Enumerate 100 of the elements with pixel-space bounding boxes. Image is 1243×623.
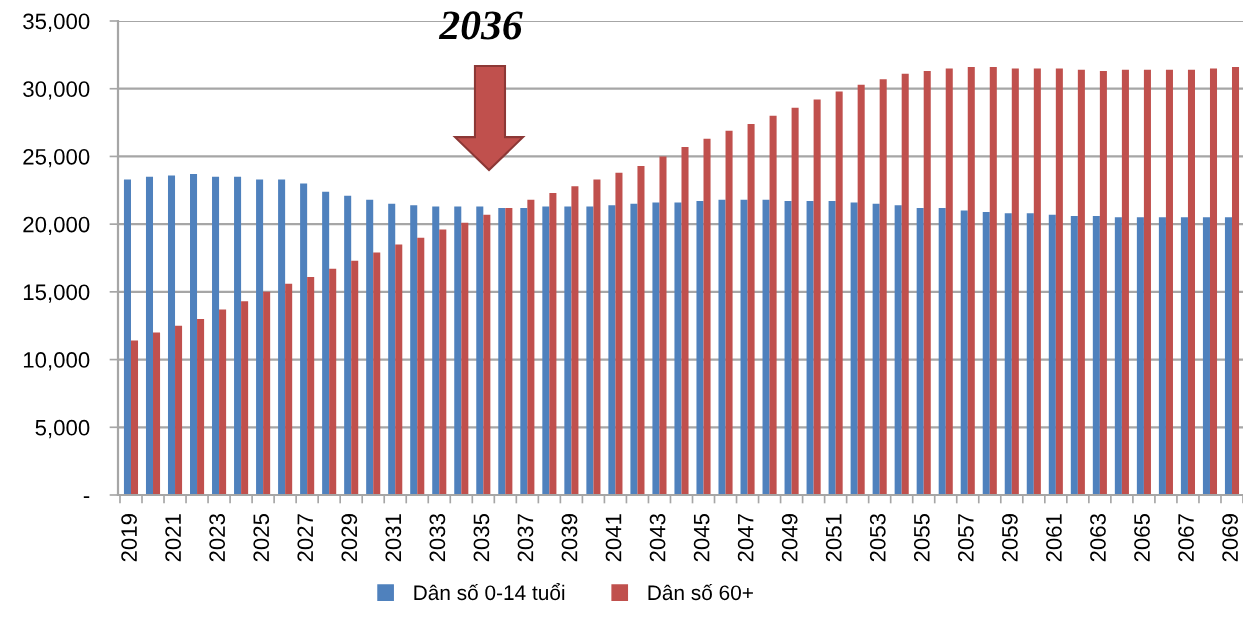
x-tick-label: 2027 xyxy=(297,514,314,562)
bar xyxy=(696,201,704,495)
bar xyxy=(322,191,330,495)
x-tick-label: 2029 xyxy=(341,514,358,562)
bar xyxy=(740,199,748,495)
bar xyxy=(923,71,931,495)
x-tick-label: 2049 xyxy=(781,514,798,562)
bar xyxy=(175,325,183,495)
y-tick-label: 15,000 xyxy=(23,284,90,303)
bar xyxy=(1121,69,1129,495)
bar xyxy=(219,309,227,495)
bar xyxy=(982,211,990,495)
bar xyxy=(1077,69,1085,495)
bar xyxy=(835,91,843,495)
bar xyxy=(1202,217,1210,495)
x-tick-label: 2031 xyxy=(385,514,402,562)
bar xyxy=(945,68,953,495)
annotation: 2036 xyxy=(438,11,523,40)
bar xyxy=(593,179,601,495)
bar xyxy=(432,206,440,495)
y-tick-label: 5,000 xyxy=(35,419,90,439)
bar xyxy=(373,252,381,495)
bar xyxy=(960,210,968,495)
x-tick-label: 2067 xyxy=(1178,514,1194,562)
x-tick-label: 2055 xyxy=(913,513,930,562)
bar xyxy=(344,195,352,495)
bar xyxy=(520,207,528,495)
bar xyxy=(498,207,506,495)
bar xyxy=(894,205,902,495)
bar xyxy=(1048,214,1056,495)
bar xyxy=(167,175,176,495)
bar xyxy=(769,115,777,495)
bar xyxy=(256,179,264,495)
bar xyxy=(1209,68,1218,495)
bar xyxy=(1099,71,1107,495)
bar xyxy=(1180,217,1188,495)
bar xyxy=(806,201,814,495)
bar xyxy=(879,79,887,495)
bar xyxy=(285,283,293,495)
x-tick-label: 2039 xyxy=(561,514,578,562)
bar xyxy=(388,203,396,495)
x-tick-label: 2061 xyxy=(1046,514,1062,562)
bar xyxy=(762,199,770,495)
bar xyxy=(850,202,858,495)
bar xyxy=(1158,217,1166,495)
bar xyxy=(681,146,689,495)
bar xyxy=(784,201,792,495)
bar xyxy=(630,203,638,495)
bar xyxy=(1004,213,1012,495)
legend-label: Dân số 0-14 tuổi xyxy=(414,583,565,601)
y-tick-label: - xyxy=(83,496,90,499)
bar xyxy=(1187,69,1195,495)
bar xyxy=(454,206,462,495)
bar xyxy=(1114,217,1122,495)
legend-label: Dân số 60+ xyxy=(648,583,753,601)
bar xyxy=(652,202,660,495)
bar xyxy=(659,156,667,495)
bar xyxy=(989,67,997,495)
x-tick-label: 2041 xyxy=(605,514,622,562)
bar xyxy=(307,276,315,495)
bar xyxy=(1231,67,1240,495)
y-tick-label: 25,000 xyxy=(23,148,90,168)
x-tick-label: 2063 xyxy=(1090,514,1106,562)
y-tick-label: 35,000 xyxy=(23,13,90,32)
bar xyxy=(417,237,425,495)
bar xyxy=(410,205,418,495)
y-tick-label: 10,000 xyxy=(23,352,90,371)
bar xyxy=(263,291,271,495)
bar xyxy=(300,183,308,495)
bar xyxy=(234,176,242,495)
x-tick-label: 2051 xyxy=(825,514,842,562)
bar xyxy=(571,186,579,495)
bar xyxy=(190,174,198,495)
bar xyxy=(197,318,205,495)
bar xyxy=(527,199,535,495)
bar xyxy=(241,301,249,495)
bar xyxy=(1143,69,1151,495)
bar xyxy=(938,207,946,495)
bar xyxy=(1136,217,1144,495)
bar xyxy=(145,176,154,495)
x-tick-label: 2021 xyxy=(165,514,181,562)
bar xyxy=(1011,68,1019,495)
bar xyxy=(278,179,286,495)
bar xyxy=(351,260,359,495)
bar xyxy=(461,222,469,495)
x-tick-label: 2053 xyxy=(869,514,886,562)
x-tick-label: 2019 xyxy=(121,514,137,562)
x-tick-label: 2035 xyxy=(473,513,490,562)
bar xyxy=(153,332,161,495)
x-tick-label: 2065 xyxy=(1134,513,1150,562)
bar xyxy=(828,201,836,495)
bar xyxy=(439,229,447,495)
bar xyxy=(329,268,337,495)
bar xyxy=(747,123,755,495)
bar xyxy=(674,202,682,495)
bar xyxy=(813,99,821,495)
bar xyxy=(212,176,220,495)
bar xyxy=(916,207,924,495)
bar xyxy=(718,199,726,495)
bar xyxy=(476,206,484,495)
